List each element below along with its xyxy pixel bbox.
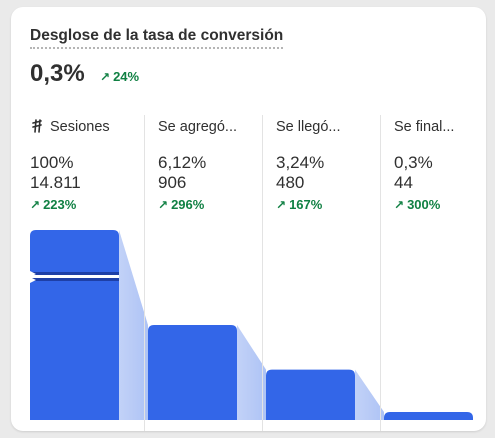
funnel-steps: Sesiones 100% 14.811 ↗ 223% Se agregó... … <box>30 115 486 431</box>
step-header: Sesiones <box>30 119 110 135</box>
step-delta: ↗ 167% <box>276 197 322 212</box>
funnel-step-sessions[interactable]: Sesiones 100% 14.811 ↗ 223% <box>30 115 148 431</box>
step-delta: ↗ 223% <box>30 197 76 212</box>
step-count: 44 <box>394 173 413 192</box>
step-label: Se final... <box>394 119 455 135</box>
conversion-rate-delta: ↗ 24% <box>100 69 139 84</box>
funnel-bar <box>384 412 473 420</box>
arrow-up-right-icon: ↗ <box>394 198 405 212</box>
step-delta-value: 223% <box>43 197 77 212</box>
step-delta-value: 296% <box>171 197 205 212</box>
step-label: Se llegó... <box>276 119 341 135</box>
axis-break-gap <box>30 275 119 278</box>
step-percent: 3,24% <box>276 153 325 172</box>
arrow-up-right-icon: ↗ <box>276 198 287 212</box>
funnel-bar <box>266 369 355 420</box>
delta-value: 24% <box>113 69 140 84</box>
step-label: Sesiones <box>50 119 110 135</box>
funnel-connector <box>355 369 384 420</box>
step-count: 906 <box>158 173 187 192</box>
conversion-breakdown-card: Desglose de la tasa de conversión 0,3% ↗… <box>11 7 486 431</box>
card-title[interactable]: Desglose de la tasa de conversión <box>30 27 284 49</box>
sessions-icon <box>32 119 42 133</box>
arrow-up-right-icon: ↗ <box>158 198 169 212</box>
step-delta-value: 167% <box>289 197 323 212</box>
step-percent: 6,12% <box>158 153 207 172</box>
funnel-step-completed[interactable]: Se final... 0,3% 44 ↗ 300% <box>380 115 486 431</box>
funnel-chart <box>30 230 473 420</box>
funnel-bar <box>148 325 237 420</box>
funnel-connector <box>237 325 266 420</box>
step-label: Se agregó... <box>158 119 237 135</box>
step-delta: ↗ 300% <box>394 197 440 212</box>
funnel-step-added-to-cart[interactable]: Se agregó... 6,12% 906 ↗ 296% <box>144 115 263 431</box>
arrow-up-right-icon: ↗ <box>100 70 111 84</box>
axis-break-notch <box>30 277 36 283</box>
arrow-up-right-icon: ↗ <box>30 198 41 212</box>
step-percent: 100% <box>30 153 74 172</box>
step-delta-value: 300% <box>407 197 441 212</box>
funnel-step-reached-checkout[interactable]: Se llegó... 3,24% 480 ↗ 167% <box>262 115 381 431</box>
funnel-connector <box>119 230 148 420</box>
step-count: 14.811 <box>30 173 81 192</box>
step-count: 480 <box>276 173 305 192</box>
conversion-rate-value: 0,3% <box>30 60 85 87</box>
step-delta: ↗ 296% <box>158 197 204 212</box>
axis-break-notch <box>30 271 36 277</box>
step-percent: 0,3% <box>394 153 433 172</box>
